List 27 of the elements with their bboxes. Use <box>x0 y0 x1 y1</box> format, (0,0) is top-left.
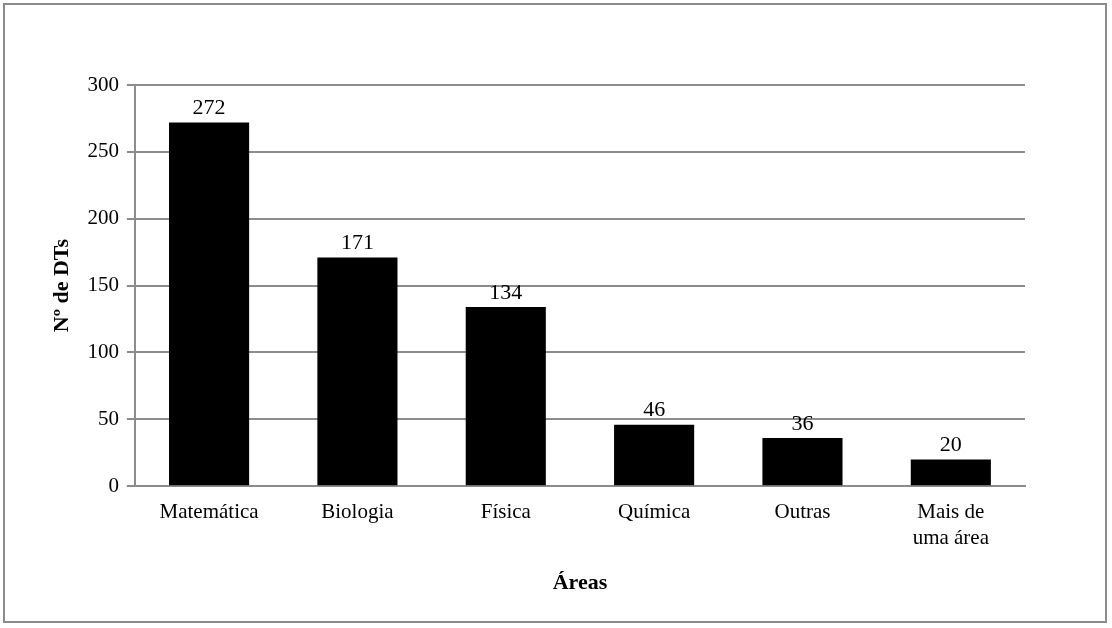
x-tick-label: Química <box>617 499 691 524</box>
y-tick-label: 300 <box>87 71 119 96</box>
bar <box>614 424 695 486</box>
x-tick-label: Física <box>480 499 532 524</box>
x-tick-label: Mais de uma área <box>912 499 990 549</box>
data-label: 171 <box>340 229 374 255</box>
x-tick-label: Matemática <box>159 499 260 524</box>
bar <box>317 257 398 486</box>
data-label: 36 <box>791 409 814 435</box>
x-axis-title: Áreas <box>552 569 608 595</box>
data-label: 20 <box>939 431 962 457</box>
y-tick-label: 100 <box>87 338 119 363</box>
y-tick-label: 250 <box>87 138 119 163</box>
data-label: 134 <box>489 278 523 304</box>
y-axis-title: Nº de DTs <box>47 238 73 333</box>
bar <box>762 438 843 486</box>
data-label: 46 <box>643 396 666 422</box>
y-tick-label: 150 <box>87 272 119 297</box>
x-tick-label: Outras <box>774 499 831 524</box>
bar <box>465 307 546 486</box>
y-tick-label: 0 <box>108 472 119 497</box>
y-tick-label: 50 <box>97 405 119 430</box>
bar <box>169 122 250 486</box>
bar <box>910 459 991 486</box>
x-tick-label: Biologia <box>321 499 395 524</box>
y-tick-label: 200 <box>87 205 119 230</box>
data-label: 272 <box>192 94 226 120</box>
